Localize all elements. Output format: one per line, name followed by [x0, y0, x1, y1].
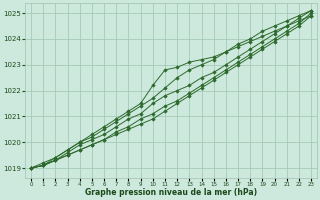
X-axis label: Graphe pression niveau de la mer (hPa): Graphe pression niveau de la mer (hPa) — [85, 188, 257, 197]
